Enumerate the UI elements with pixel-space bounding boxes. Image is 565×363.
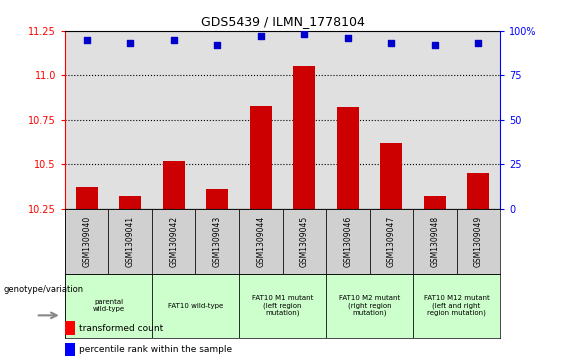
Text: FAT10 wild-type: FAT10 wild-type: [168, 303, 223, 309]
Text: GSM1309047: GSM1309047: [387, 216, 396, 267]
Point: [169, 37, 178, 42]
Bar: [65, 343, 75, 356]
Bar: [424, 196, 446, 209]
Bar: [76, 187, 98, 209]
Point: [299, 32, 308, 37]
Text: GSM1309044: GSM1309044: [257, 216, 265, 267]
Bar: [65, 209, 108, 274]
Bar: [65, 322, 75, 335]
Text: GSM1309040: GSM1309040: [82, 216, 91, 267]
Text: GSM1309046: GSM1309046: [344, 216, 352, 267]
Text: percentile rank within the sample: percentile rank within the sample: [79, 345, 232, 354]
Bar: [413, 274, 500, 338]
Bar: [206, 189, 228, 209]
Text: genotype/variation: genotype/variation: [3, 285, 84, 294]
Bar: [152, 209, 195, 274]
Bar: [108, 209, 152, 274]
Text: GSM1309041: GSM1309041: [126, 216, 134, 267]
Text: FAT10 M12 mutant
(left and right
region mutation): FAT10 M12 mutant (left and right region …: [424, 295, 489, 316]
Bar: [370, 209, 413, 274]
Point: [125, 40, 134, 46]
Text: GSM1309042: GSM1309042: [170, 216, 178, 267]
Bar: [326, 209, 370, 274]
Bar: [282, 209, 326, 274]
Bar: [250, 106, 272, 209]
Bar: [413, 209, 457, 274]
Bar: [239, 209, 282, 274]
Title: GDS5439 / ILMN_1778104: GDS5439 / ILMN_1778104: [201, 15, 364, 28]
Point: [473, 40, 483, 46]
Bar: [293, 66, 315, 209]
Bar: [239, 274, 326, 338]
Text: transformed count: transformed count: [79, 323, 163, 333]
Point: [386, 40, 396, 46]
Bar: [65, 274, 152, 338]
Text: parental
wild-type: parental wild-type: [93, 299, 124, 312]
Point: [256, 33, 265, 39]
Point: [82, 37, 92, 42]
Bar: [119, 196, 141, 209]
Text: GSM1309048: GSM1309048: [431, 216, 439, 267]
Text: GSM1309045: GSM1309045: [300, 216, 308, 267]
Text: FAT10 M1 mutant
(left region
mutation): FAT10 M1 mutant (left region mutation): [252, 295, 313, 316]
Bar: [326, 274, 413, 338]
Text: GSM1309043: GSM1309043: [213, 216, 221, 267]
Bar: [467, 173, 489, 209]
Bar: [195, 209, 239, 274]
Point: [343, 35, 352, 41]
Point: [430, 42, 439, 48]
Bar: [380, 143, 402, 209]
Bar: [457, 209, 500, 274]
Text: FAT10 M2 mutant
(right region
mutation): FAT10 M2 mutant (right region mutation): [339, 295, 400, 316]
Bar: [163, 161, 185, 209]
Bar: [152, 274, 239, 338]
Text: GSM1309049: GSM1309049: [474, 216, 483, 267]
Bar: [337, 107, 359, 209]
Point: [212, 42, 221, 48]
